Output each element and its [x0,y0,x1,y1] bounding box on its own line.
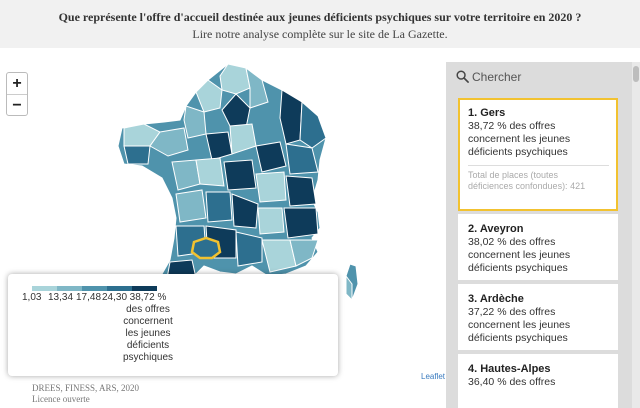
france-choropleth-map[interactable] [0,62,446,384]
legend-unit-line: déficients [126,340,170,351]
card-divider [468,165,609,166]
scrollbar-thumb[interactable] [633,66,639,82]
ranking-card-value: déficients psychiques [468,146,568,158]
legend-unit-line: concernent [123,316,173,327]
region-patch [345,274,353,302]
legend-unit-line: des offres [126,304,170,315]
region-patch [245,66,269,109]
zoom-in-button[interactable]: + [12,75,22,92]
data-source: DREES, FINESS, ARS, 2020 Licence ouverte [32,383,139,405]
zoom-control: + − [6,72,28,116]
region-patch [285,143,319,175]
ranking-card-4[interactable]: 4. Hautes-Alpes 36,40 % des offres [458,354,618,408]
legend-break-label: 24,30 [102,292,128,303]
ranking-panel[interactable]: 1. Gers 38,72 % des offres concernent le… [446,62,640,408]
legend-swatch [107,286,132,291]
region-patch [279,89,303,145]
legend-swatch [132,286,157,291]
search-input[interactable] [472,67,622,87]
ranking-card-value: déficients psychiques [468,262,568,274]
region-patch [195,157,225,187]
search-icon [456,70,469,83]
legend-swatch [32,286,57,291]
ranking-card-value: déficients psychiques [468,332,568,344]
ranking-card-name: 2. Aveyron [468,223,524,235]
panel-scrollbar[interactable] [632,62,640,408]
ranking-card-1[interactable]: 1. Gers 38,72 % des offres concernent le… [458,98,618,211]
legend-swatch [57,286,82,291]
region-patch [289,239,319,267]
map-legend: 1,03 13,34 17,48 24,30 38,72 % des offre… [8,274,338,376]
page-subtitle: Lire notre analyse complète sur le site … [192,27,448,41]
legend-unit-line: psychiques [122,352,174,363]
region-patch [255,141,287,173]
gers-highlight[interactable] [190,236,222,260]
legend-break-label: 38,72 % [129,292,167,303]
region-patch [283,207,319,239]
legend-color-scale [32,286,157,291]
region-patch [223,159,257,191]
ranking-card-value: 36,40 % des offres [468,376,556,388]
region-patch [123,145,151,165]
legend-break-label: 1,03 [22,292,42,303]
legend-break-label: 17,48 [76,292,102,303]
ranking-card-value: 38,02 % des offres [468,236,556,248]
ranking-card-name: 4. Hautes-Alpes [468,363,551,375]
region-patch [299,100,327,149]
region-patch [149,127,189,157]
license-line: Licence ouverte [32,394,90,404]
region-patch [231,193,259,229]
region-patch [255,171,287,203]
source-line: DREES, FINESS, ARS, 2020 [32,383,140,393]
ranking-card-value: 37,22 % des offres [468,306,556,318]
ranking-card-name: 1. Gers [468,107,506,119]
ranking-card-total: Total de places (toutes [468,170,559,180]
region-patch [235,231,263,267]
region-patch [219,63,251,95]
search-bar [446,62,632,92]
ranking-card-name: 3. Ardèche [468,293,524,305]
ranking-card-total: déficiences confondues): 421 [468,181,586,191]
page-title: Que représente l'offre d'accueil destiné… [58,10,582,24]
ranking-card-value: concernent les jeunes [468,319,571,331]
ranking-card-value: concernent les jeunes [468,249,571,261]
ranking-card-2[interactable]: 2. Aveyron 38,02 % des offres concernent… [458,214,618,280]
region-patch [257,207,285,235]
region-patch [285,175,317,207]
legend-break-label: 13,34 [48,292,74,303]
ranking-card-3[interactable]: 3. Ardèche 37,22 % des offres concernent… [458,284,618,350]
leaflet-attribution-link[interactable]: Leaflet [421,372,446,381]
ranking-card-value: concernent les jeunes [468,133,571,145]
region-patch [175,189,207,223]
legend-swatch [82,286,107,291]
region-patch [183,105,207,139]
region-patch [195,79,223,113]
legend-unit-label: 38,72 % des offres concernent les jeunes… [122,292,174,364]
zoom-out-button[interactable]: − [7,94,27,115]
page-header: Que représente l'offre d'accueil destiné… [0,0,640,48]
ranking-card-value: 38,72 % des offres [468,120,556,132]
region-patch [205,191,233,223]
legend-unit-line: les jeunes [125,328,171,339]
